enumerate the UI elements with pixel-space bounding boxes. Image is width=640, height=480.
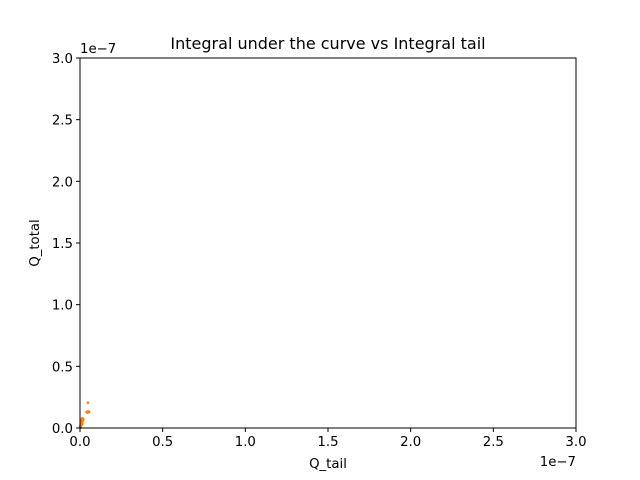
scatter-point — [87, 410, 91, 414]
x-tick-label: 2.0 — [400, 435, 421, 450]
x-tick-label: 0.0 — [69, 435, 90, 450]
y-tick-label: 0.5 — [52, 360, 73, 375]
x-offset-text: 1e−7 — [540, 455, 576, 470]
scatter-points — [78, 401, 91, 430]
plot-frame — [79, 57, 577, 429]
y-axis-label: Q_total — [28, 219, 43, 267]
x-tick-label: 3.0 — [565, 435, 586, 450]
scatter-point — [82, 417, 85, 421]
chart-title: Integral under the curve vs Integral tai… — [170, 34, 485, 53]
y-tick-label: 3.0 — [52, 52, 73, 67]
y-tick-label: 0.0 — [52, 422, 73, 437]
x-tick-label: 0.5 — [152, 435, 173, 450]
y-tick-label: 2.5 — [52, 114, 73, 129]
y-tick-label: 1.5 — [52, 237, 73, 252]
y-tick-label: 2.0 — [52, 175, 73, 190]
y-offset-text: 1e−7 — [80, 42, 116, 57]
x-tick-label: 1.5 — [317, 435, 338, 450]
scatter-point — [86, 401, 90, 405]
y-axis: 0.0 0.5 1.0 1.5 2.0 2.5 3.0 — [52, 52, 80, 437]
x-axis: 0.0 0.5 1.0 1.5 2.0 2.5 3.0 — [69, 428, 587, 450]
scatter-point — [80, 421, 84, 424]
x-tick-label: 1.0 — [235, 435, 256, 450]
x-tick-label: 2.5 — [483, 435, 504, 450]
x-axis-label: Q_tail — [309, 457, 347, 472]
y-tick-label: 1.0 — [52, 299, 73, 314]
